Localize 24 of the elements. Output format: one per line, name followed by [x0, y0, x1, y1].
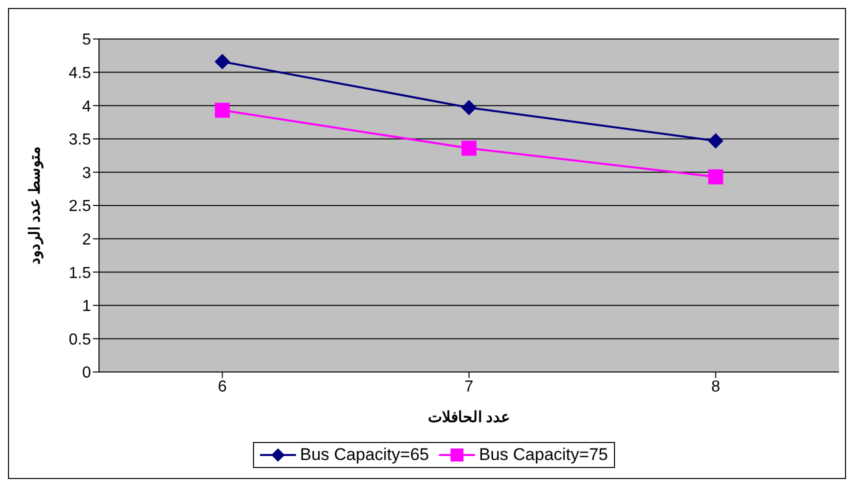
point — [214, 102, 230, 118]
y-tick-label: 0 — [82, 364, 92, 382]
point — [462, 100, 476, 116]
x-axis-title: عدد الحافلات — [428, 409, 510, 426]
y-tick-label: 4.5 — [68, 64, 92, 82]
point — [708, 169, 724, 184]
legend-label: Bus Capacity=75 — [479, 445, 608, 465]
y-tick-label: 3 — [82, 164, 92, 182]
point — [462, 140, 476, 156]
y-tick-label: 5 — [82, 32, 92, 49]
y-tick-label: 2 — [82, 231, 92, 248]
y-tick-label: 1 — [82, 298, 92, 316]
x-tick-label: 8 — [711, 378, 720, 396]
y-tick-label: 4 — [82, 98, 92, 116]
point — [708, 133, 724, 148]
y-tick-label: 2.5 — [68, 198, 92, 216]
legend-label: Bus Capacity=65 — [300, 445, 429, 465]
y-tick-label: 1.5 — [68, 264, 92, 282]
y-axis-title: متوسط عدد الردود — [26, 146, 44, 265]
x-tick-label: 7 — [464, 378, 474, 396]
x-tick-label: 6 — [218, 378, 227, 396]
y-tick-label: 3.5 — [68, 132, 92, 149]
point — [214, 54, 230, 70]
y-tick-label: 0.5 — [68, 331, 92, 348]
